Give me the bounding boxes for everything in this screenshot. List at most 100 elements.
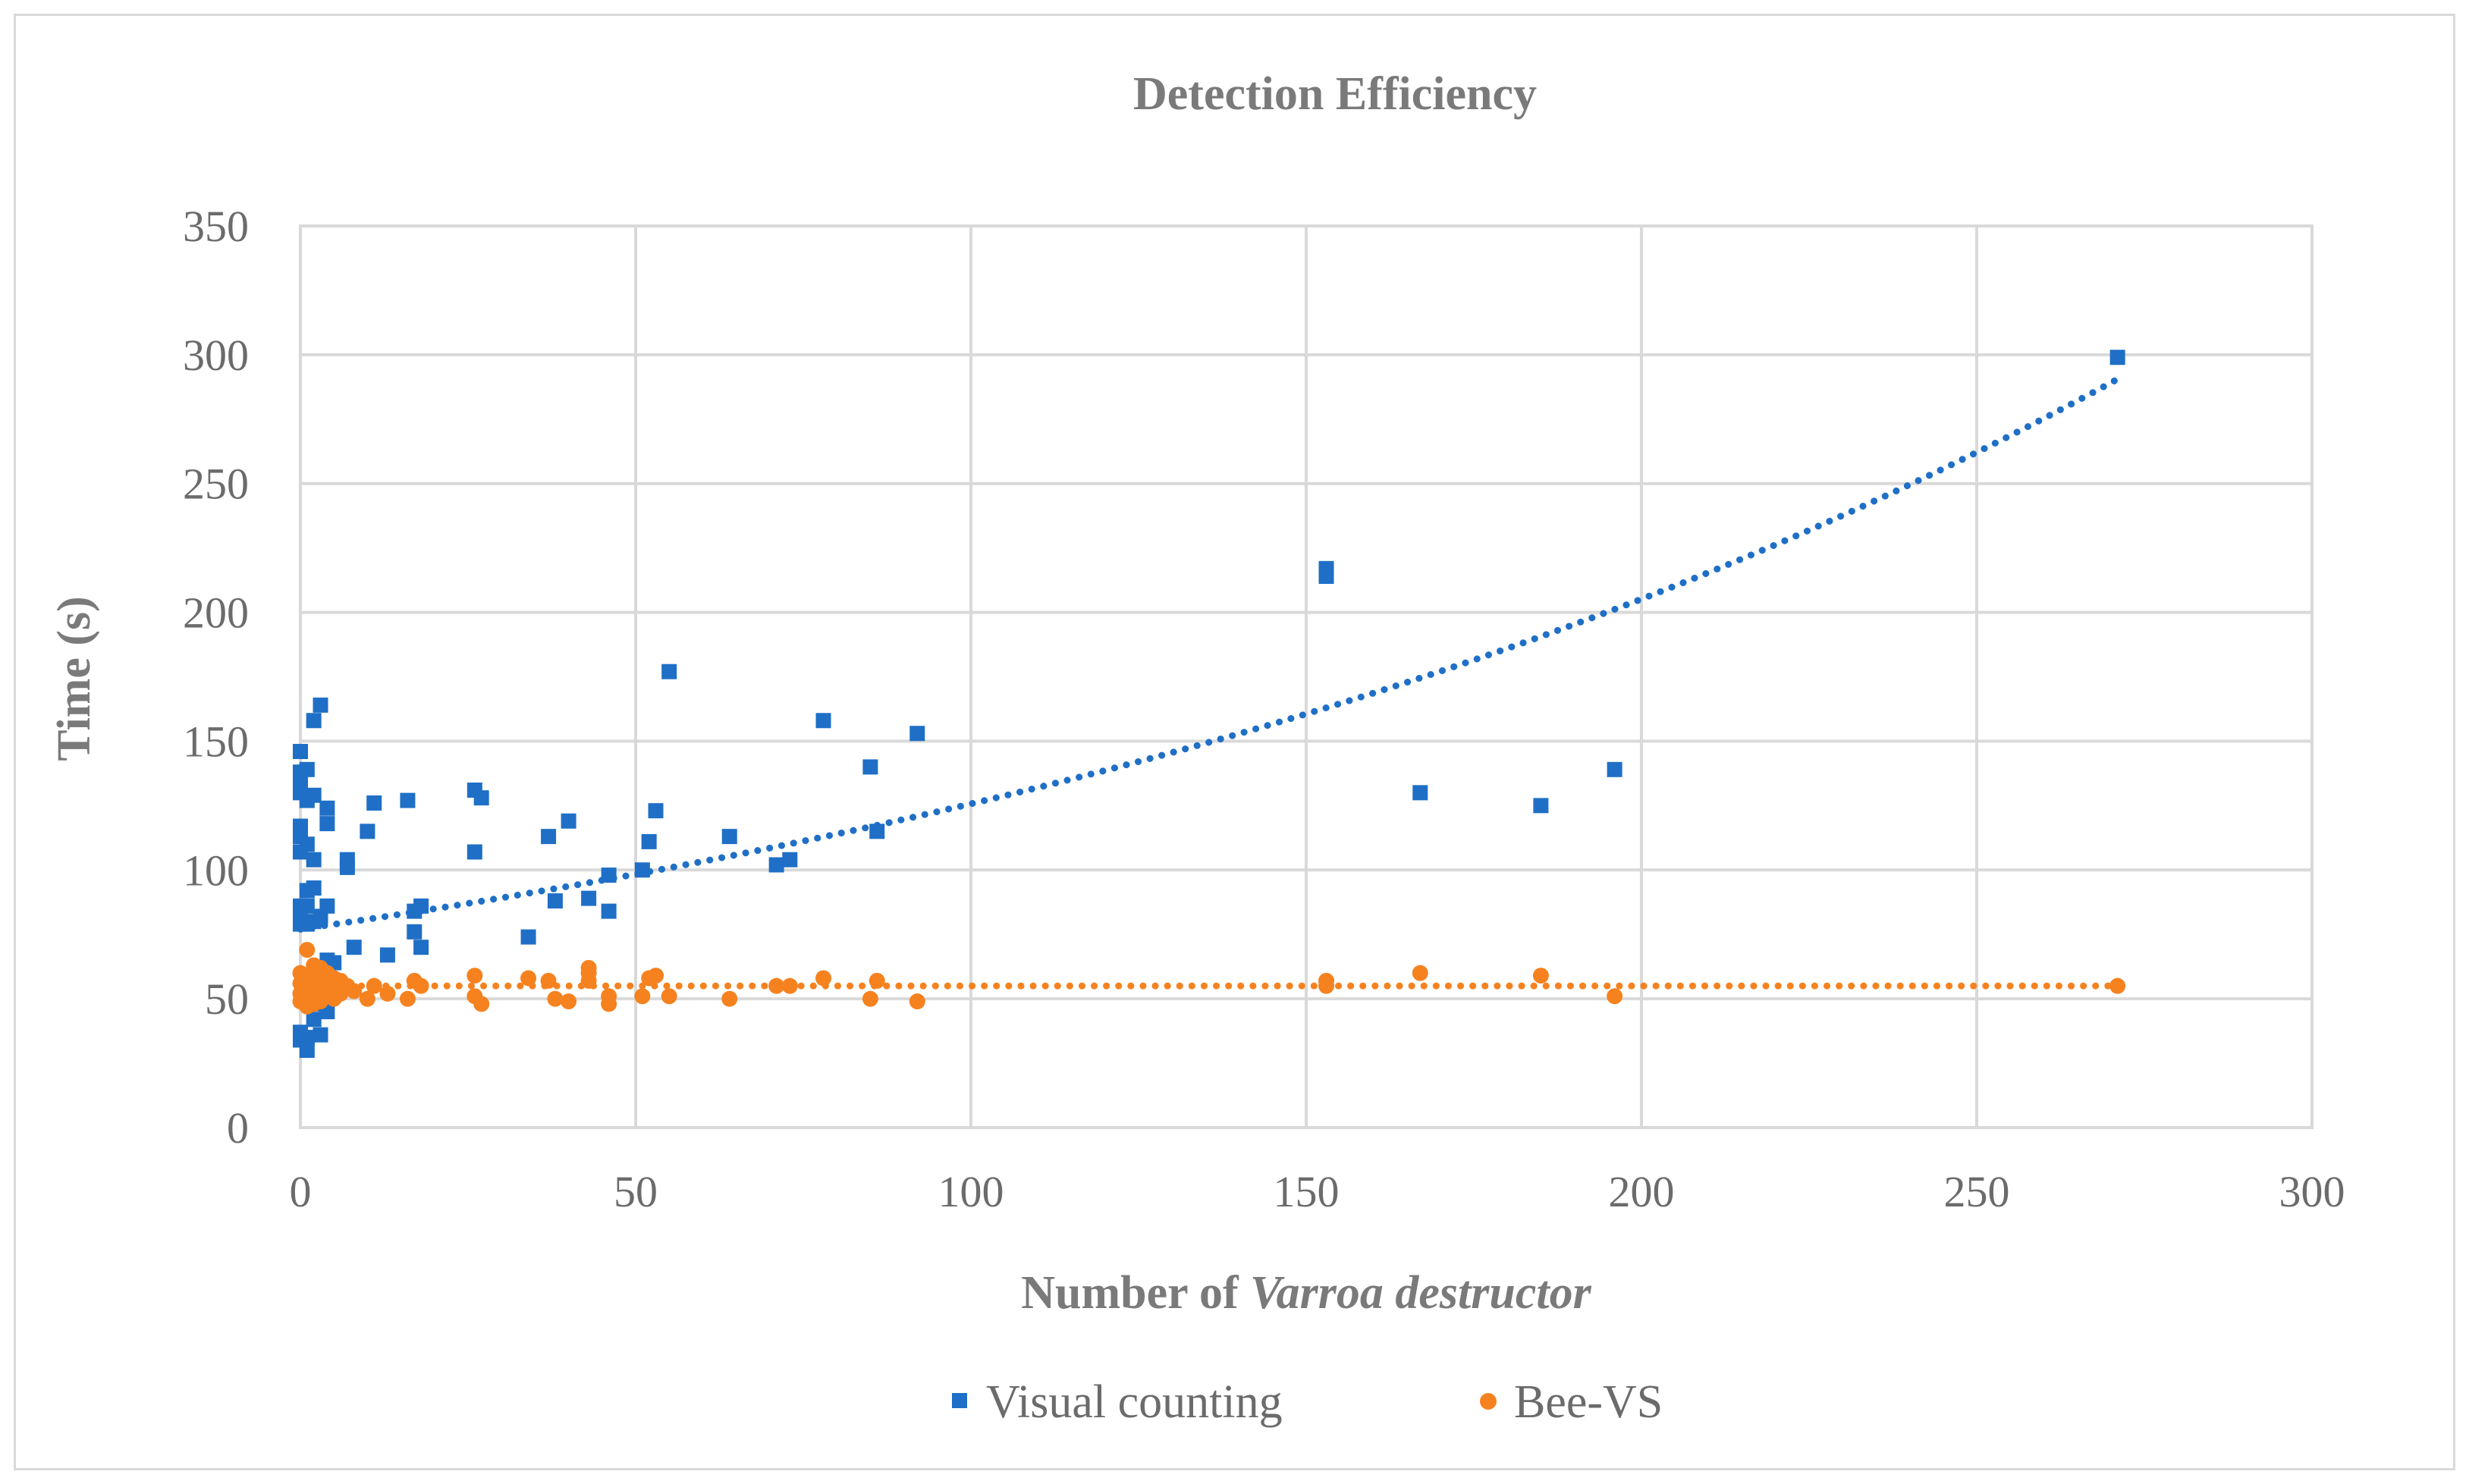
point-bee-vs-53 (815, 970, 832, 987)
point-bee-vs-34 (466, 968, 483, 984)
y-tick-label-300: 300 (183, 331, 249, 380)
point-bee-vs-37 (520, 970, 537, 987)
x-axis-ticks: 0 50 100 150 200 250 300 (290, 1167, 2345, 1216)
point-bee-vs-55 (869, 972, 885, 989)
point-visual-counting-50 (473, 790, 489, 806)
point-visual-counting-56 (601, 867, 617, 883)
legend-label-visual-counting: Visual counting (986, 1376, 1283, 1428)
point-visual-counting-52 (541, 829, 557, 845)
point-bee-vs-4 (299, 942, 316, 958)
x-axis-title-species: Varroa destructor (1250, 1267, 1591, 1319)
point-visual-counting-70 (1318, 569, 1334, 585)
point-visual-counting-73 (1607, 761, 1622, 777)
point-visual-counting-60 (648, 803, 664, 819)
point-visual-counting-67 (869, 824, 885, 839)
point-visual-counting-62 (721, 829, 737, 845)
legend-marker-visual-counting (952, 1393, 967, 1408)
point-bee-vs-62 (2109, 977, 2126, 994)
point-bee-vs-33 (413, 977, 429, 994)
x-tick-label-300: 300 (2279, 1167, 2345, 1216)
point-bee-vs-27 (346, 983, 363, 999)
point-visual-counting-33 (319, 898, 335, 914)
trendline-visual-counting (297, 375, 2122, 933)
point-visual-counting-16 (299, 898, 315, 914)
y-tick-label-150: 150 (183, 717, 249, 766)
point-bee-vs-38 (540, 972, 557, 989)
point-bee-vs-49 (661, 988, 677, 1005)
point-visual-counting-66 (862, 759, 878, 775)
point-visual-counting-58 (634, 862, 650, 878)
point-visual-counting-24 (306, 880, 322, 896)
point-visual-counting-68 (909, 726, 925, 742)
y-tick-label-0: 0 (227, 1103, 249, 1153)
point-visual-counting-46 (413, 898, 429, 914)
point-visual-counting-51 (520, 929, 536, 945)
point-bee-vs-43 (580, 972, 597, 989)
point-visual-counting-19 (299, 1030, 315, 1046)
y-tick-label-250: 250 (183, 460, 249, 509)
point-bee-vs-28 (359, 990, 375, 1007)
point-visual-counting-45 (407, 924, 422, 940)
point-visual-counting-74 (2109, 350, 2125, 366)
legend-label-bee-vs: Bee-VS (1514, 1376, 1663, 1428)
point-visual-counting-32 (319, 816, 335, 832)
point-visual-counting-27 (306, 1012, 322, 1028)
x-tick-label-150: 150 (1274, 1167, 1340, 1216)
legend-marker-bee-vs (1480, 1393, 1497, 1410)
point-visual-counting-71 (1412, 785, 1428, 801)
x-tick-label-250: 250 (1944, 1167, 2010, 1216)
point-visual-counting-0 (293, 744, 308, 760)
plot-area-border (299, 224, 2314, 1129)
point-visual-counting-61 (661, 664, 677, 679)
plot-border (299, 224, 2314, 1129)
point-visual-counting-12 (299, 761, 315, 777)
point-bee-vs-59 (1412, 965, 1428, 981)
y-axis-title: Time (s) (49, 596, 100, 761)
point-visual-counting-14 (299, 836, 315, 852)
point-visual-counting-21 (306, 713, 322, 729)
point-visual-counting-38 (339, 859, 355, 875)
point-bee-vs-50 (721, 990, 738, 1007)
point-visual-counting-55 (581, 890, 597, 906)
point-bee-vs-36 (473, 996, 490, 1012)
point-visual-counting-41 (366, 795, 382, 811)
legend: Visual counting Bee-VS (952, 1376, 1663, 1428)
data-points (292, 350, 2126, 1059)
x-tick-label-50: 50 (614, 1167, 658, 1216)
point-visual-counting-22 (306, 787, 322, 803)
chart-title: Detection Efficiency (1133, 68, 1537, 120)
y-tick-label-50: 50 (205, 974, 249, 1024)
point-visual-counting-28 (313, 697, 328, 713)
point-visual-counting-47 (413, 940, 429, 955)
x-axis-title-prefix: Number of (1021, 1267, 1250, 1319)
x-tick-label-200: 200 (1609, 1167, 1675, 1216)
point-visual-counting-63 (768, 857, 784, 873)
point-bee-vs-45 (601, 996, 617, 1012)
y-tick-label-100: 100 (183, 846, 249, 895)
point-bee-vs-46 (634, 988, 651, 1005)
point-visual-counting-20 (299, 1043, 315, 1059)
point-visual-counting-57 (601, 903, 617, 919)
point-visual-counting-65 (815, 713, 831, 729)
x-axis-title: Number of Varroa destructor (1021, 1267, 1591, 1319)
y-axis-ticks: 0 50 100 150 200 250 300 350 (183, 202, 249, 1153)
point-bee-vs-51 (768, 977, 785, 994)
point-visual-counting-40 (360, 824, 375, 839)
point-bee-vs-58 (1318, 977, 1335, 994)
point-bee-vs-39 (547, 990, 564, 1007)
point-visual-counting-72 (1533, 798, 1549, 814)
point-bee-vs-40 (561, 993, 577, 1010)
trendlines (297, 375, 2122, 990)
point-bee-vs-60 (1532, 968, 1549, 984)
point-bee-vs-30 (379, 985, 396, 1002)
y-tick-label-200: 200 (183, 588, 249, 638)
y-tick-label-350: 350 (183, 202, 249, 251)
x-tick-label-0: 0 (290, 1167, 312, 1216)
point-visual-counting-54 (561, 813, 576, 829)
x-tick-label-100: 100 (938, 1167, 1004, 1216)
point-visual-counting-49 (466, 844, 482, 860)
point-bee-vs-29 (366, 977, 382, 994)
point-bee-vs-52 (781, 977, 798, 994)
point-visual-counting-31 (319, 800, 335, 816)
